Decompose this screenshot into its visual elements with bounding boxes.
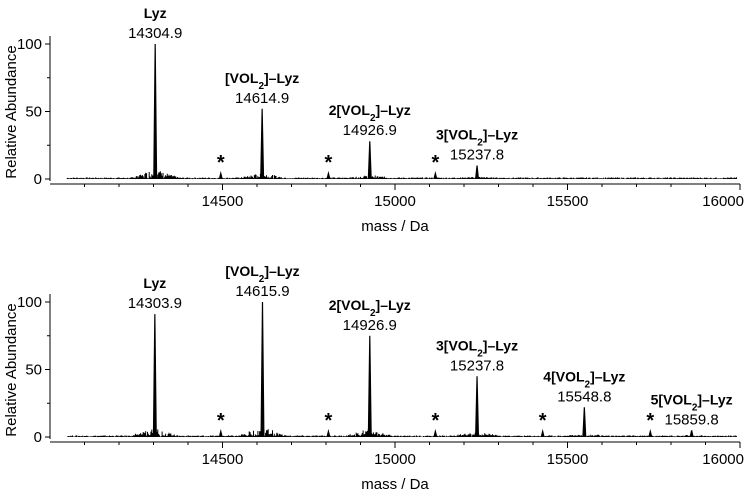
peak-species-label: 2[VOL2]–Lyz: [329, 297, 411, 319]
y-tick-label: 100: [17, 294, 42, 311]
asterisk-marker: *: [431, 152, 439, 174]
impurity-peak: [326, 428, 331, 437]
peak-species-label: [VOL2]–Lyz: [225, 70, 299, 92]
y-tick-label: 0: [34, 429, 42, 446]
peak-bar: [582, 407, 587, 437]
spectrum-baseline-trace: [66, 171, 737, 179]
x-axis-title: mass / Da: [361, 218, 429, 235]
impurity-peak: [433, 170, 438, 179]
peak-bar: [367, 141, 372, 179]
peak-species-label: [VOL2]–Lyz: [225, 263, 299, 285]
peak-species-label: Lyz: [144, 5, 167, 21]
peak-species-label: 4[VOL2]–Lyz: [543, 368, 625, 390]
impurity-peak: [648, 428, 653, 437]
peak-bar: [689, 430, 694, 437]
asterisk-marker: *: [431, 410, 439, 432]
peak-bar: [260, 108, 265, 179]
peak-mass-label: 15859.8: [665, 411, 719, 428]
peak-mass-label: 15548.8: [557, 388, 611, 405]
peak-mass-label: 14304.9: [128, 25, 182, 42]
y-axis-title: Relative Abundance: [3, 303, 20, 436]
x-tick-label: 14500: [202, 451, 244, 468]
asterisk-marker: *: [539, 410, 547, 432]
asterisk-marker: *: [217, 152, 225, 174]
peak-bar: [153, 44, 158, 179]
peak-mass-label: 15237.8: [450, 147, 504, 164]
top-spectrum-panel: 0 50 100 14500 15000 15500 16000 mass / Da Relat…: [3, 5, 744, 235]
y-tick-label: 0: [34, 171, 42, 188]
peak-species-label: 5[VOL2]–Lyz: [651, 391, 733, 413]
peak-mass-label: 14926.9: [343, 317, 397, 334]
peak-bar: [475, 376, 480, 437]
impurity-peak: [433, 428, 438, 437]
impurity-peak: [540, 428, 545, 437]
peak-mass-label: 14303.9: [128, 295, 182, 312]
peak-mass-label: 14614.9: [235, 90, 289, 107]
x-tick-label: 14500: [202, 193, 244, 210]
impurity-peak: [326, 170, 331, 179]
x-tick-label: 15500: [547, 451, 589, 468]
x-tick-label: 15500: [547, 193, 589, 210]
x-tick-label: 16000: [702, 193, 744, 210]
asterisk-marker: *: [217, 410, 225, 432]
peak-mass-label: 15237.8: [450, 357, 504, 374]
peak-species-label: Lyz: [143, 275, 166, 291]
spectrum-baseline-trace: [66, 427, 737, 437]
peak-species-label: 3[VOL2]–Lyz: [436, 127, 518, 149]
peak-mass-label: 14615.9: [235, 283, 289, 300]
impurity-peak: [218, 170, 223, 179]
x-tick-label: 15000: [374, 193, 416, 210]
asterisk-marker: *: [646, 410, 654, 432]
y-tick-label: 50: [25, 104, 42, 121]
peak-bar: [260, 302, 265, 437]
peak-mass-label: 14926.9: [343, 122, 397, 139]
asterisk-marker: *: [325, 152, 333, 174]
x-tick-label: 16000: [702, 451, 744, 468]
x-tick-label: 15000: [374, 451, 416, 468]
peak-species-label: 2[VOL2]–Lyz: [329, 102, 411, 124]
bottom-spectrum-panel: 0 50 100 14500 15000 15500 16000 mass / Da Relat…: [3, 263, 744, 493]
y-tick-label: 100: [17, 36, 42, 53]
peak-bar: [152, 314, 157, 437]
x-axis-title: mass / Da: [361, 476, 429, 493]
peak-bar: [367, 335, 372, 437]
asterisk-marker: *: [325, 410, 333, 432]
peak-species-label: 3[VOL2]–Lyz: [436, 337, 518, 359]
impurity-peak: [218, 428, 223, 437]
peak-bar: [475, 165, 480, 179]
y-axis-title: Relative Abundance: [3, 45, 20, 178]
y-tick-label: 50: [25, 362, 42, 379]
